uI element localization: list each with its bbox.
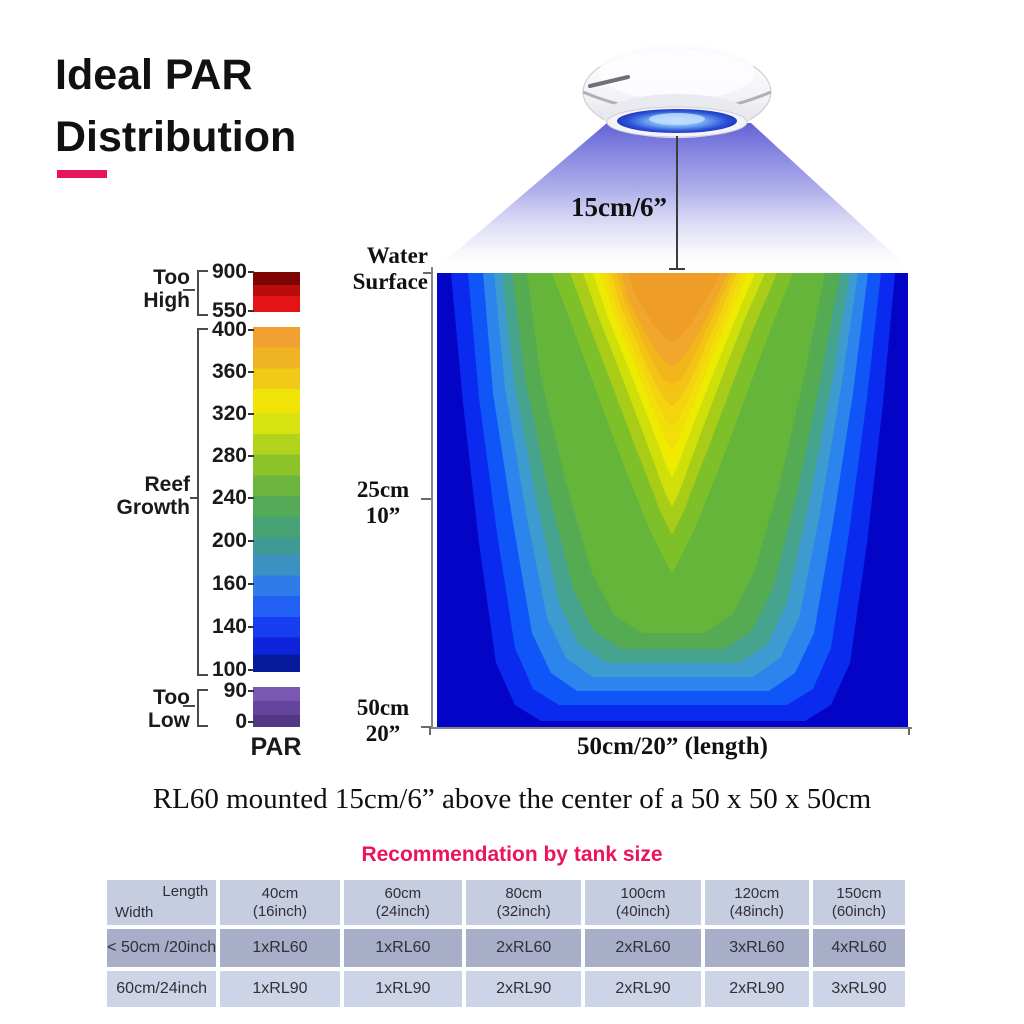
- depth-bottom-cm: 50cm: [356, 695, 410, 720]
- colorbar-tick-400: 400: [195, 317, 254, 343]
- table-cell: 2xRL90: [466, 971, 582, 1007]
- colorbar-tick-100: 100: [195, 657, 254, 683]
- depth-mid-label: 25cm 10”: [343, 477, 423, 529]
- colorbar-tick-0: 0: [195, 709, 254, 735]
- table-cell: 3xRL60: [704, 929, 809, 967]
- zone-reef-growth-label: Reef Growth: [116, 473, 191, 519]
- water-surface-line2: Surface: [352, 269, 428, 294]
- table-cell: 2xRL90: [704, 971, 809, 1007]
- colorbar-tick-200: 200: [195, 528, 254, 554]
- length-axis-left-tick: [429, 727, 431, 735]
- column-header-40cm: 40cm (16inch): [220, 880, 340, 925]
- column-header-120cm: 120cm (48inch): [704, 880, 809, 925]
- table-cell: 4xRL60: [812, 929, 905, 967]
- table-cell: 2xRL60: [466, 929, 582, 967]
- page-title-line1: Ideal PAR: [55, 51, 253, 99]
- corner-width-label: Width: [115, 904, 154, 921]
- mounting-caption: RL60 mounted 15cm/6” above the center of…: [152, 783, 872, 815]
- depth-mid-tick: [421, 498, 431, 500]
- colorbar-tick-90: 90: [195, 678, 254, 704]
- table-row: < 50cm /20inch 1xRL60 1xRL60 2xRL60 2xRL…: [107, 929, 905, 967]
- par-scale-label: PAR: [250, 733, 302, 761]
- colorbar-tick-900: 900: [195, 259, 254, 285]
- column-header-150cm: 150cm (60inch): [812, 880, 905, 925]
- reef-growth-connector: [190, 497, 197, 499]
- recommendation-title: Recommendation by tank size: [361, 843, 663, 866]
- title-underline-accent: [57, 170, 107, 178]
- depth-bottom-tick: [421, 726, 431, 728]
- length-axis-line: [429, 727, 912, 729]
- depth-bottom-label: 50cm 20”: [343, 695, 423, 747]
- table-cell: 1xRL60: [220, 929, 340, 967]
- page-title-line2: Distribution: [55, 113, 297, 161]
- water-surface-label: Water Surface: [300, 243, 428, 295]
- table-cell: 2xRL60: [585, 929, 701, 967]
- colorbar-tick-160: 160: [195, 571, 254, 597]
- length-axis-label: 50cm/20” (length): [577, 733, 768, 760]
- too-low-bracket: [197, 689, 208, 727]
- colorbar-too-high-block: [253, 272, 300, 312]
- column-header-60cm: 60cm (24inch): [343, 880, 463, 925]
- lamp-and-cone-illustration: [432, 44, 913, 272]
- water-surface-line1: Water: [366, 243, 428, 268]
- recommendation-table: Length Width 40cm (16inch) 60cm (24inch) 8…: [103, 876, 909, 1011]
- colorbar-too-low-block: [253, 687, 300, 727]
- zone-too-low-label: Too Low: [148, 686, 190, 732]
- reef-growth-bracket: [197, 328, 208, 676]
- table-corner-cell: Length Width: [107, 880, 217, 925]
- depth-bottom-inch: 20”: [365, 721, 401, 746]
- too-high-connector: [183, 289, 195, 291]
- lamp-vent-slot: [588, 75, 630, 88]
- row-label-under-50cm: < 50cm /20inch: [107, 929, 217, 967]
- table-row: 60cm/24inch 1xRL90 1xRL90 2xRL90 2xRL90 …: [107, 971, 905, 1007]
- colorbar-reef-growth-block: [253, 327, 300, 672]
- table-cell: 1xRL90: [343, 971, 463, 1007]
- corner-length-label: Length: [162, 883, 209, 900]
- light-cone: [432, 123, 913, 272]
- row-label-60cm: 60cm/24inch: [107, 971, 217, 1007]
- table-cell: 1xRL60: [343, 929, 463, 967]
- page-title: Ideal PAR Distribution: [55, 44, 296, 168]
- table-cell: 3xRL90: [812, 971, 905, 1007]
- mount-height-label: 15cm/6”: [571, 192, 667, 222]
- lamp-image: [582, 44, 772, 138]
- colorbar-tick-140: 140: [195, 614, 254, 640]
- colorbar-tick-280: 280: [195, 443, 254, 469]
- colorbar-tick-320: 320: [195, 401, 254, 427]
- too-high-bracket: [197, 270, 208, 316]
- depth-axis-line: [431, 267, 433, 729]
- column-header-80cm: 80cm (32inch): [466, 880, 582, 925]
- depth-mid-inch: 10”: [365, 503, 401, 528]
- table-cell: 1xRL90: [220, 971, 340, 1007]
- mount-height-end-tick: [669, 268, 685, 270]
- table-cell: 2xRL90: [585, 971, 701, 1007]
- length-axis-right-tick: [908, 727, 910, 735]
- table-header-row: Length Width 40cm (16inch) 60cm (24inch) 8…: [107, 880, 905, 925]
- too-low-connector: [183, 705, 195, 707]
- surface-tick: [423, 272, 431, 274]
- zone-too-high-label: Too High: [143, 266, 190, 312]
- colorbar-tick-550: 550: [195, 298, 254, 324]
- column-header-100cm: 100cm (40inch): [585, 880, 701, 925]
- mount-height-line: [676, 136, 678, 270]
- colorbar-tick-360: 360: [195, 359, 254, 385]
- colorbar-tick-240: 240: [195, 485, 254, 511]
- par-heatmap: [437, 273, 908, 727]
- depth-mid-cm: 25cm: [356, 477, 410, 502]
